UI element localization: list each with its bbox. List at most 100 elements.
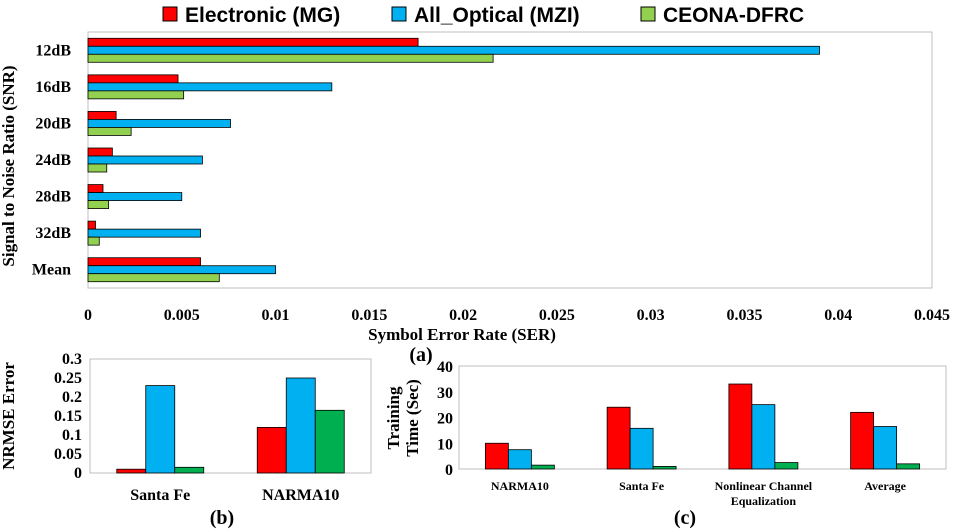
chart-a-bar-16db-all-optical-mzi: [87, 82, 333, 92]
legend-label-ceona-dfrc: CEONA-DFRC: [663, 4, 804, 27]
chart-c-x-tick-santa-fe: Santa Fe: [619, 479, 665, 493]
chart-b-bar-narma10-ceona-dfrc: [314, 409, 345, 474]
chart-a-bar-28db-all-optical-mzi: [87, 192, 183, 201]
chart-a-y-tick-labels: 12dB 16dB 20dB 24dB 28dB 32dB Mean: [32, 42, 71, 278]
chart-c-bar-nonlinear-channel-equalization-all-optical-mzi: [751, 404, 776, 470]
chart-a-plot-border: [87, 31, 933, 289]
chart-c-bar-narma10-electronic-mg: [484, 442, 509, 470]
chart-a-y-tick-32db: 32dB: [35, 225, 71, 242]
chart-a-bar-28db-electronic-mg: [87, 184, 104, 193]
chart-a-bar-12db-electronic-mg: [87, 37, 419, 47]
chart-a-panel-label: (a): [409, 344, 432, 366]
chart-a-bar-24db-all-optical-mzi: [87, 155, 203, 165]
chart-a-y-tick-28db: 28dB: [35, 189, 71, 206]
chart-b-y-tick-4: 0.2: [62, 389, 82, 406]
legend-label-electronic: Electronic (MG): [185, 4, 340, 27]
chart-a-x-tick-7: 0.035: [726, 307, 762, 324]
chart-b-bar-narma10-all-optical-mzi: [285, 377, 316, 474]
chart-c-bar-nonlinear-channel-equalization-electronic-mg: [728, 383, 753, 470]
chart-c-bar-narma10-ceona-dfrc: [530, 464, 555, 470]
chart-b-x-tick-labels: Santa Fe NARMA10: [130, 487, 339, 504]
chart-a-x-tick-1: 0.005: [164, 307, 200, 324]
chart-c-panel-label: (c): [674, 507, 696, 529]
chart-c-bar-santa-fe-ceona-dfrc: [652, 466, 677, 470]
chart-b-bars: [116, 377, 345, 474]
chart-c-y-tick-0: 0: [445, 462, 453, 479]
chart-a-x-axis-title: Symbol Error Rate (SER): [368, 325, 556, 344]
chart-a: 12dB 16dB 20dB 24dB 28dB 32dB Mean 0 0.005 0.01 0…: [0, 31, 950, 366]
chart-b-bar-santa-fe-electronic-mg: [116, 468, 147, 474]
chart-a-y-tick-20db: 20dB: [35, 115, 71, 132]
chart-a-bar-12db-ceona-dfrc: [87, 53, 494, 63]
chart-b-bar-santa-fe-all-optical-mzi: [145, 385, 176, 474]
chart-b-y-tick-5: 0.25: [54, 370, 82, 387]
chart-a-bar-16db-electronic-mg: [87, 74, 179, 84]
chart-b-y-tick-3: 0.15: [54, 408, 82, 425]
chart-a-x-tick-2: 0.01: [262, 307, 290, 324]
chart-c-bar-average-all-optical-mzi: [873, 426, 898, 470]
chart-a-bar-20db-ceona-dfrc: [87, 127, 132, 136]
chart-c-y-tick-3: 30: [437, 385, 453, 402]
chart-a-x-tick-9: 0.045: [914, 307, 950, 324]
chart-a-y-tick-16db: 16dB: [35, 79, 71, 96]
chart-a-x-tick-5: 0.025: [539, 307, 575, 324]
chart-b-y-tick-6: 0.3: [62, 351, 82, 368]
legend-swatch-all-optical: [391, 6, 407, 22]
chart-a-bar-32db-ceona-dfrc: [87, 236, 100, 246]
chart-a-bar-20db-electronic-mg: [87, 111, 117, 120]
chart-b: 0 0.05 0.1 0.15 0.2 0.25 0.3 Santa Fe NARMA10 N…: [0, 351, 372, 529]
chart-c-bars: [484, 383, 921, 470]
chart-b-bar-santa-fe-ceona-dfrc: [174, 466, 205, 474]
chart-b-bar-narma10-electronic-mg: [256, 426, 287, 474]
chart-c-y-tick-labels: 0 10 20 30 40: [437, 359, 453, 479]
chart-a-x-tick-8: 0.04: [824, 307, 852, 324]
chart-b-y-axis-title: NRMSE Error: [0, 362, 18, 470]
chart-c-x-tick-average: Average: [864, 479, 906, 493]
legend-item-electronic: Electronic (MG): [162, 4, 340, 27]
chart-c: 0 10 20 30 40 NARMA10 Santa Fe Nonlinear Chann…: [384, 359, 947, 529]
chart-a-y-tick-24db: 24dB: [35, 152, 71, 169]
chart-c-y-axis-title-line-2: Time (Sec): [403, 379, 422, 457]
chart-b-y-tick-labels: 0 0.05 0.1 0.15 0.2 0.25 0.3: [54, 351, 82, 482]
legend-swatch-electronic: [162, 6, 178, 22]
chart-b-y-tick-1: 0.05: [54, 446, 82, 463]
legend-label-all-optical: All_Optical (MZI): [414, 4, 580, 27]
chart-c-x-tick-labels: NARMA10 Santa Fe Nonlinear ChannelEqualiza…: [491, 479, 907, 508]
chart-a-bar-24db-electronic-mg: [87, 147, 113, 157]
chart-c-y-tick-4: 40: [437, 359, 453, 376]
chart-c-x-tick-nonlinear-channel-equalization-line-1: Nonlinear Channel: [715, 479, 813, 493]
chart-c-bar-average-ceona-dfrc: [896, 463, 921, 470]
legend: Electronic (MG) All_Optical (MZI) CEONA-…: [162, 4, 804, 27]
chart-c-y-axis-title-line-1: Training: [384, 386, 403, 449]
chart-b-y-tick-2: 0.1: [62, 427, 82, 444]
chart-b-plot-border: [89, 358, 372, 474]
chart-b-panel-label: (b): [210, 507, 234, 529]
chart-c-plot-border: [458, 365, 947, 470]
chart-a-bar-16db-ceona-dfrc: [87, 90, 185, 100]
chart-a-bar-mean-ceona-dfrc: [87, 273, 220, 283]
chart-a-bar-28db-ceona-dfrc: [87, 200, 110, 209]
chart-a-bar-32db-electronic-mg: [87, 220, 96, 230]
chart-a-x-tick-4: 0.02: [449, 307, 477, 324]
chart-c-y-tick-1: 10: [437, 436, 453, 453]
chart-c-x-tick-nonlinear-channel-equalization-line-2: Equalization: [731, 494, 797, 508]
chart-a-bars: [87, 37, 820, 283]
chart-b-x-tick-santa-fe: Santa Fe: [130, 487, 190, 504]
legend-item-all-optical: All_Optical (MZI): [391, 4, 580, 27]
chart-a-bar-12db-all-optical-mzi: [87, 45, 820, 55]
chart-a-x-tick-6: 0.03: [637, 307, 665, 324]
chart-c-y-tick-2: 20: [437, 411, 453, 428]
chart-a-bar-mean-all-optical-mzi: [87, 265, 276, 275]
chart-a-bar-32db-all-optical-mzi: [87, 228, 201, 238]
chart-c-bar-santa-fe-electronic-mg: [606, 406, 631, 470]
legend-swatch-ceona-dfrc: [640, 6, 656, 22]
chart-c-bar-narma10-all-optical-mzi: [507, 449, 532, 470]
chart-a-x-tick-0: 0: [84, 307, 92, 324]
chart-a-x-tick-labels: 0 0.005 0.01 0.015 0.02 0.025 0.03 0.035 0.04 0.0…: [84, 307, 950, 324]
chart-a-y-tick-mean: Mean: [32, 262, 71, 279]
chart-a-y-tick-12db: 12dB: [35, 42, 71, 59]
chart-b-x-tick-narma10: NARMA10: [262, 487, 339, 504]
chart-b-y-tick-0: 0: [74, 465, 82, 482]
legend-item-ceona-dfrc: CEONA-DFRC: [640, 4, 804, 27]
